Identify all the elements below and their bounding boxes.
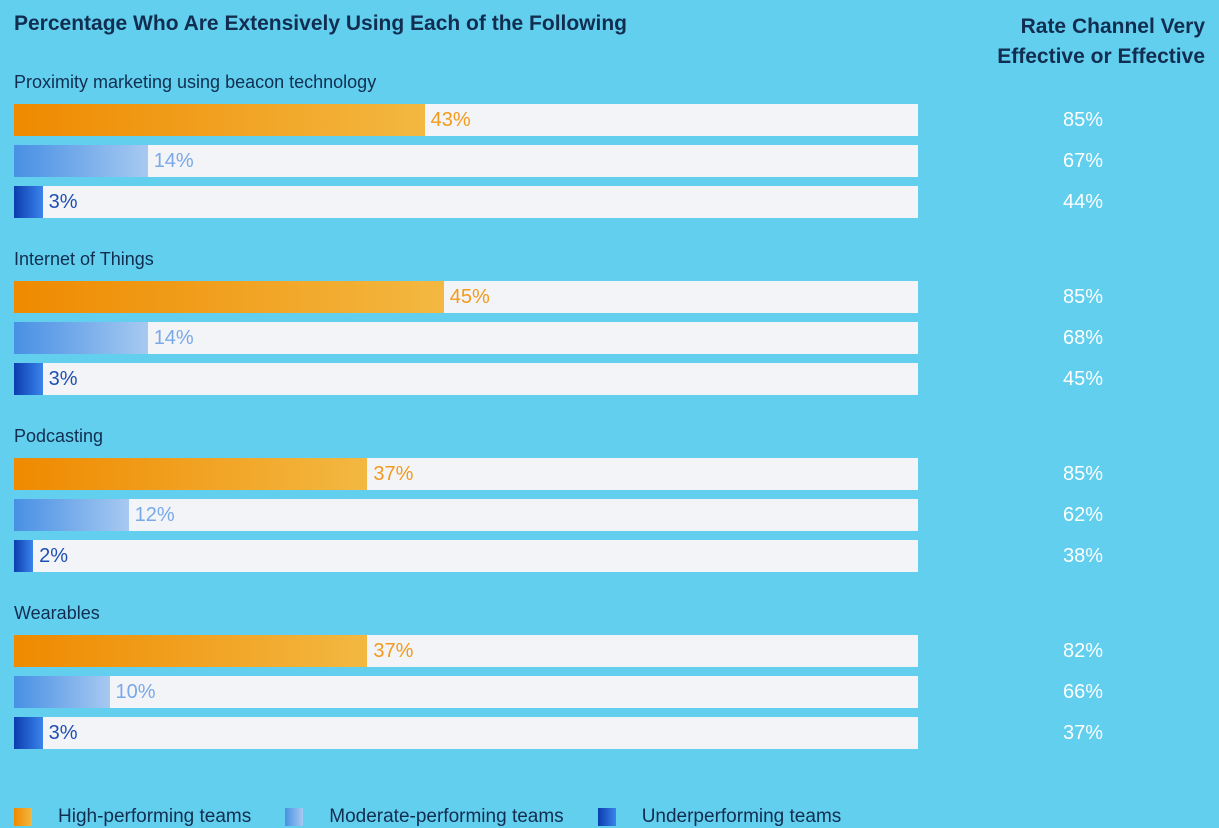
bar-track: 3% [14, 186, 918, 218]
bar-track: 45% [14, 281, 918, 313]
legend-item-moderate: Moderate-performing teams [285, 806, 564, 828]
category-label: Internet of Things [14, 249, 154, 269]
bar-under [14, 363, 43, 395]
bar-value-label: 43% [430, 109, 471, 131]
bar-value-label: 14% [153, 327, 194, 349]
category-label: Podcasting [14, 426, 104, 446]
effective-rate-value: 37% [1062, 722, 1103, 744]
effective-rate-value: 66% [1062, 681, 1103, 703]
bar-track: 2% [14, 540, 918, 572]
category-label: Wearables [14, 603, 100, 623]
legend-swatch-high [14, 808, 32, 826]
effective-rate-value: 44% [1062, 191, 1103, 213]
bar-track: 12% [14, 499, 918, 531]
bar-track: 14% [14, 322, 918, 354]
legend-swatch-moderate [285, 808, 304, 826]
bar-value-label: 3% [48, 722, 78, 744]
bar-high [14, 458, 368, 490]
bar-track: 10% [14, 676, 918, 708]
bar-under [14, 186, 43, 218]
legend-label-high: High-performing teams [58, 806, 252, 827]
bar-track: 43% [14, 104, 918, 136]
legend: High-performing teams Moderate-performin… [14, 806, 875, 828]
bar-value-label: 3% [48, 368, 78, 390]
bar-moderate [14, 145, 148, 177]
bar-track: 3% [14, 717, 918, 749]
effective-rate-value: 62% [1062, 504, 1103, 526]
bar-value-label: 2% [39, 545, 68, 567]
bar-moderate [14, 676, 110, 708]
bar-value-label: 14% [153, 150, 194, 172]
bar-under [14, 717, 43, 749]
bar-moderate [14, 322, 148, 354]
bar-value-label: 12% [134, 504, 175, 526]
legend-item-under: Underperforming teams [597, 806, 842, 828]
bar-track: 3% [14, 363, 918, 395]
legend-swatch-under [597, 808, 616, 826]
effective-rate-value: 85% [1062, 463, 1103, 485]
bar-value-label: 45% [449, 286, 490, 308]
chart-title: Percentage Who Are Extensively Using Eac… [14, 12, 628, 35]
bar-high [14, 635, 368, 667]
bar-value-label: 37% [373, 463, 414, 485]
effective-rate-column-title: Rate Channel Very Effective or Effective [997, 15, 1205, 68]
bar-moderate [14, 499, 129, 531]
bar-under [14, 540, 34, 572]
legend-label-moderate: Moderate-performing teams [329, 806, 564, 827]
effective-rate-value: 82% [1062, 640, 1103, 662]
legend-label-under: Underperforming teams [641, 806, 842, 827]
effective-rate-value: 85% [1062, 286, 1103, 308]
effective-rate-value: 38% [1062, 545, 1103, 567]
bar-track: 37% [14, 635, 918, 667]
legend-item-high: High-performing teams [14, 806, 251, 828]
bar-value-label: 3% [48, 191, 78, 213]
bar-high [14, 281, 444, 313]
bar-high [14, 104, 425, 136]
effective-rate-value: 68% [1062, 327, 1103, 349]
bar-track: 14% [14, 145, 918, 177]
effective-rate-value: 45% [1062, 368, 1103, 390]
bar-track: 37% [14, 458, 918, 490]
effective-rate-value: 67% [1062, 150, 1103, 172]
bar-value-label: 10% [115, 681, 156, 703]
category-label: Proximity marketing using beacon technol… [14, 72, 377, 92]
bar-value-label: 37% [373, 640, 414, 662]
effective-rate-value: 85% [1062, 109, 1103, 131]
